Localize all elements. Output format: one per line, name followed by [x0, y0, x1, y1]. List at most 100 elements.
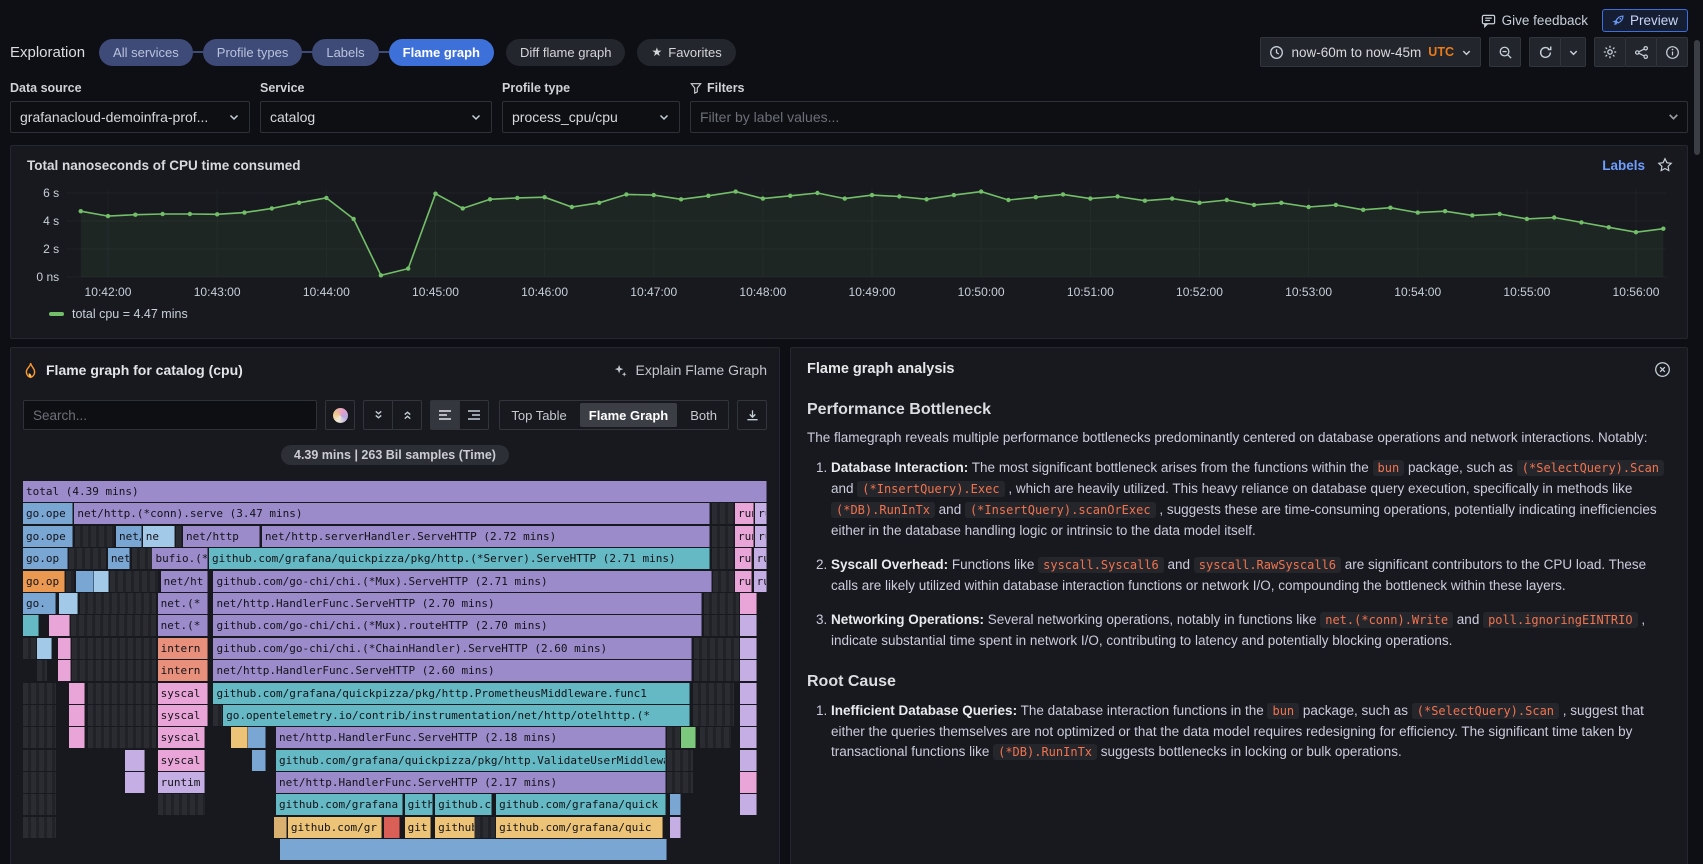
flame-frame[interactable]: github.com/grafana/quic — [496, 817, 663, 838]
flame-frame[interactable]: net.(* — [158, 615, 209, 636]
flame-frame[interactable] — [274, 817, 287, 838]
flame-frame[interactable]: net/http.(*conn).serve (3.47 mins) — [74, 503, 710, 524]
service-select[interactable]: catalog — [260, 101, 492, 133]
flame-frame[interactable]: runti — [754, 548, 767, 569]
data-source-select[interactable]: grafanacloud-demoinfra-prof... — [10, 101, 250, 133]
explain-flame-graph-button[interactable]: Explain Flame Graph — [613, 362, 767, 378]
flame-frame[interactable]: runt — [735, 503, 754, 524]
flame-frame[interactable]: github.com/go-chi/chi.(*Mux).ServeHTTP (… — [213, 571, 711, 592]
flame-frame[interactable]: net/ht — [161, 571, 209, 592]
collapse-all-button[interactable] — [363, 400, 393, 430]
flame-frame[interactable]: go.opentelemetry.io/contrib/instrumentat… — [223, 705, 689, 726]
flame-frame[interactable]: intern — [158, 638, 209, 659]
flame-frame[interactable]: git — [405, 817, 431, 838]
flame-frame[interactable] — [740, 615, 756, 636]
flame-frame[interactable]: go.op — [23, 571, 65, 592]
share-button[interactable] — [1625, 37, 1657, 67]
flame-frame[interactable] — [58, 638, 71, 659]
flame-frame[interactable] — [125, 772, 145, 793]
flame-frame[interactable]: go.ope — [23, 503, 73, 524]
download-button[interactable] — [737, 400, 767, 430]
flame-frame[interactable]: net/http — [183, 526, 260, 547]
profile-type-select[interactable]: process_cpu/cpu — [502, 101, 680, 133]
flame-frame[interactable]: runtim — [158, 772, 205, 793]
flame-frame[interactable] — [69, 683, 85, 704]
nav-pill-all-services[interactable]: All services — [99, 39, 193, 66]
flame-frame[interactable] — [23, 615, 39, 636]
flame-frame[interactable] — [740, 794, 756, 815]
nav-pill-flame-graph[interactable]: Flame graph — [389, 39, 494, 66]
flame-frame[interactable] — [231, 727, 247, 748]
flame-graph[interactable]: total (4.39 mins)go.openet/http.(*conn).… — [23, 481, 767, 860]
flame-frame[interactable] — [69, 705, 85, 726]
flame-frame[interactable]: net/http.serverHandler.ServeHTTP (2.72 m… — [262, 526, 711, 547]
filter-input[interactable] — [690, 101, 1688, 133]
info-button[interactable] — [1656, 37, 1688, 67]
flame-frame[interactable]: github.com/go-chi/chi.(*ChainHandler).Se… — [213, 638, 691, 659]
color-scheme-button[interactable] — [325, 400, 355, 430]
flame-frame[interactable]: github.com/grafana — [276, 794, 403, 815]
flame-frame[interactable] — [670, 817, 681, 838]
cpu-time-chart[interactable]: 0 ns2 s4 s6 s10:42:0010:43:0010:44:0010:… — [21, 177, 1677, 303]
flame-frame[interactable]: go. — [23, 593, 56, 614]
page-scrollbar[interactable] — [1694, 40, 1700, 155]
view-option-both[interactable]: Both — [679, 401, 728, 429]
flame-frame[interactable]: net/ — [116, 526, 142, 547]
flame-frame[interactable]: github.com/grafana/quickpizza/pkg/http.V… — [276, 750, 666, 771]
flame-frame[interactable]: github.com/grafana/quickpizza/pkg/http.P… — [213, 683, 689, 704]
preview-badge[interactable]: Preview — [1602, 9, 1688, 32]
flame-frame[interactable]: net/http.HandlerFunc.ServeHTTP (2.70 min… — [213, 593, 701, 614]
flame-frame[interactable]: intern — [158, 660, 209, 681]
flame-frame[interactable] — [252, 750, 266, 771]
flame-frame[interactable]: github.com/go-chi/chi.(*Mux).routeHTTP (… — [213, 615, 701, 636]
refresh-button[interactable] — [1529, 37, 1561, 67]
flame-frame[interactable]: net/http.HandlerFunc.ServeHTTP (2.60 min… — [213, 660, 691, 681]
nav-pill-labels[interactable]: Labels — [312, 39, 378, 66]
flame-frame[interactable] — [740, 727, 756, 748]
flame-frame[interactable] — [740, 638, 756, 659]
flame-frame[interactable]: go.ope — [23, 526, 73, 547]
flame-frame[interactable] — [76, 571, 94, 592]
flame-frame[interactable]: github.com/gr — [288, 817, 382, 838]
flame-frame[interactable]: net/http.HandlerFunc.ServeHTTP (2.17 min… — [276, 772, 666, 793]
flame-frame[interactable]: github.com/grafana/quick — [496, 794, 666, 815]
labels-link[interactable]: Labels — [1602, 158, 1645, 173]
flame-frame[interactable] — [59, 593, 78, 614]
flame-frame[interactable]: github — [435, 817, 475, 838]
view-option-top-table[interactable]: Top Table — [500, 401, 577, 429]
flame-frame[interactable]: bufio.(* — [152, 548, 207, 569]
nav-pill-diff-flame-graph[interactable]: Diff flame graph — [506, 39, 626, 66]
align-left-button[interactable] — [430, 400, 460, 430]
flame-frame[interactable] — [69, 727, 85, 748]
refresh-interval-dropdown[interactable] — [1560, 37, 1586, 67]
give-feedback-button[interactable]: Give feedback — [1481, 13, 1588, 28]
flame-frame[interactable] — [248, 727, 266, 748]
flame-frame[interactable]: go.op — [23, 548, 68, 569]
flame-frame[interactable] — [384, 817, 400, 838]
flame-frame[interactable]: run — [735, 548, 752, 569]
flame-frame[interactable]: run — [735, 571, 752, 592]
flame-frame[interactable]: net — [108, 548, 130, 569]
close-icon[interactable] — [1654, 361, 1671, 378]
chart-legend[interactable]: total cpu = 4.47 mins — [21, 303, 1677, 325]
flame-frame[interactable]: net.(* — [158, 593, 209, 614]
flame-frame[interactable]: runt — [735, 526, 754, 547]
flame-frame[interactable]: syscal — [158, 705, 209, 726]
flame-frame[interactable]: syscal — [158, 683, 209, 704]
nav-pill-profile-types[interactable]: Profile types — [203, 39, 303, 66]
flame-frame[interactable] — [49, 615, 70, 636]
flame-frame[interactable]: gith — [405, 794, 433, 815]
expand-all-button[interactable] — [392, 400, 422, 430]
flame-frame[interactable] — [740, 750, 756, 771]
flame-frame[interactable]: runtime — [755, 503, 767, 524]
nav-pill-favorites[interactable]: ★Favorites — [637, 39, 735, 66]
star-icon[interactable] — [1657, 157, 1673, 173]
flame-frame[interactable]: runti — [755, 526, 767, 547]
flame-frame[interactable]: total (4.39 mins) — [23, 481, 767, 502]
zoom-out-button[interactable] — [1489, 37, 1521, 67]
flame-frame[interactable]: syscal — [158, 750, 205, 771]
flame-frame[interactable] — [740, 705, 756, 726]
flame-frame[interactable] — [740, 683, 756, 704]
flame-frame[interactable] — [681, 727, 695, 748]
flame-frame[interactable]: runt — [754, 571, 767, 592]
